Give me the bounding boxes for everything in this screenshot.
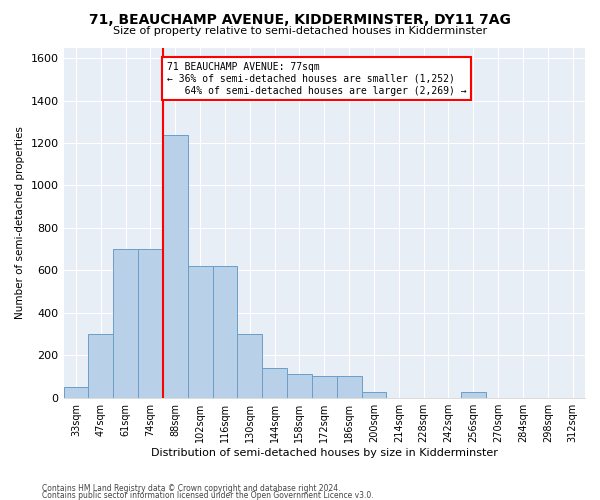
Bar bbox=[64, 387, 88, 398]
X-axis label: Distribution of semi-detached houses by size in Kidderminster: Distribution of semi-detached houses by … bbox=[151, 448, 498, 458]
Bar bbox=[461, 392, 485, 398]
Text: Size of property relative to semi-detached houses in Kidderminster: Size of property relative to semi-detach… bbox=[113, 26, 487, 36]
Bar bbox=[212, 266, 238, 398]
Bar bbox=[188, 266, 212, 398]
Bar bbox=[88, 334, 113, 398]
Bar bbox=[238, 334, 262, 398]
Bar bbox=[138, 249, 163, 398]
Bar bbox=[163, 134, 188, 398]
Text: Contains HM Land Registry data © Crown copyright and database right 2024.: Contains HM Land Registry data © Crown c… bbox=[42, 484, 341, 493]
Text: 71, BEAUCHAMP AVENUE, KIDDERMINSTER, DY11 7AG: 71, BEAUCHAMP AVENUE, KIDDERMINSTER, DY1… bbox=[89, 12, 511, 26]
Y-axis label: Number of semi-detached properties: Number of semi-detached properties bbox=[15, 126, 25, 319]
Bar bbox=[312, 376, 337, 398]
Text: Contains public sector information licensed under the Open Government Licence v3: Contains public sector information licen… bbox=[42, 491, 374, 500]
Bar bbox=[287, 374, 312, 398]
Text: 71 BEAUCHAMP AVENUE: 77sqm
← 36% of semi-detached houses are smaller (1,252)
   : 71 BEAUCHAMP AVENUE: 77sqm ← 36% of semi… bbox=[167, 62, 466, 96]
Bar bbox=[337, 376, 362, 398]
Bar bbox=[362, 392, 386, 398]
Bar bbox=[113, 249, 138, 398]
Bar bbox=[262, 368, 287, 398]
